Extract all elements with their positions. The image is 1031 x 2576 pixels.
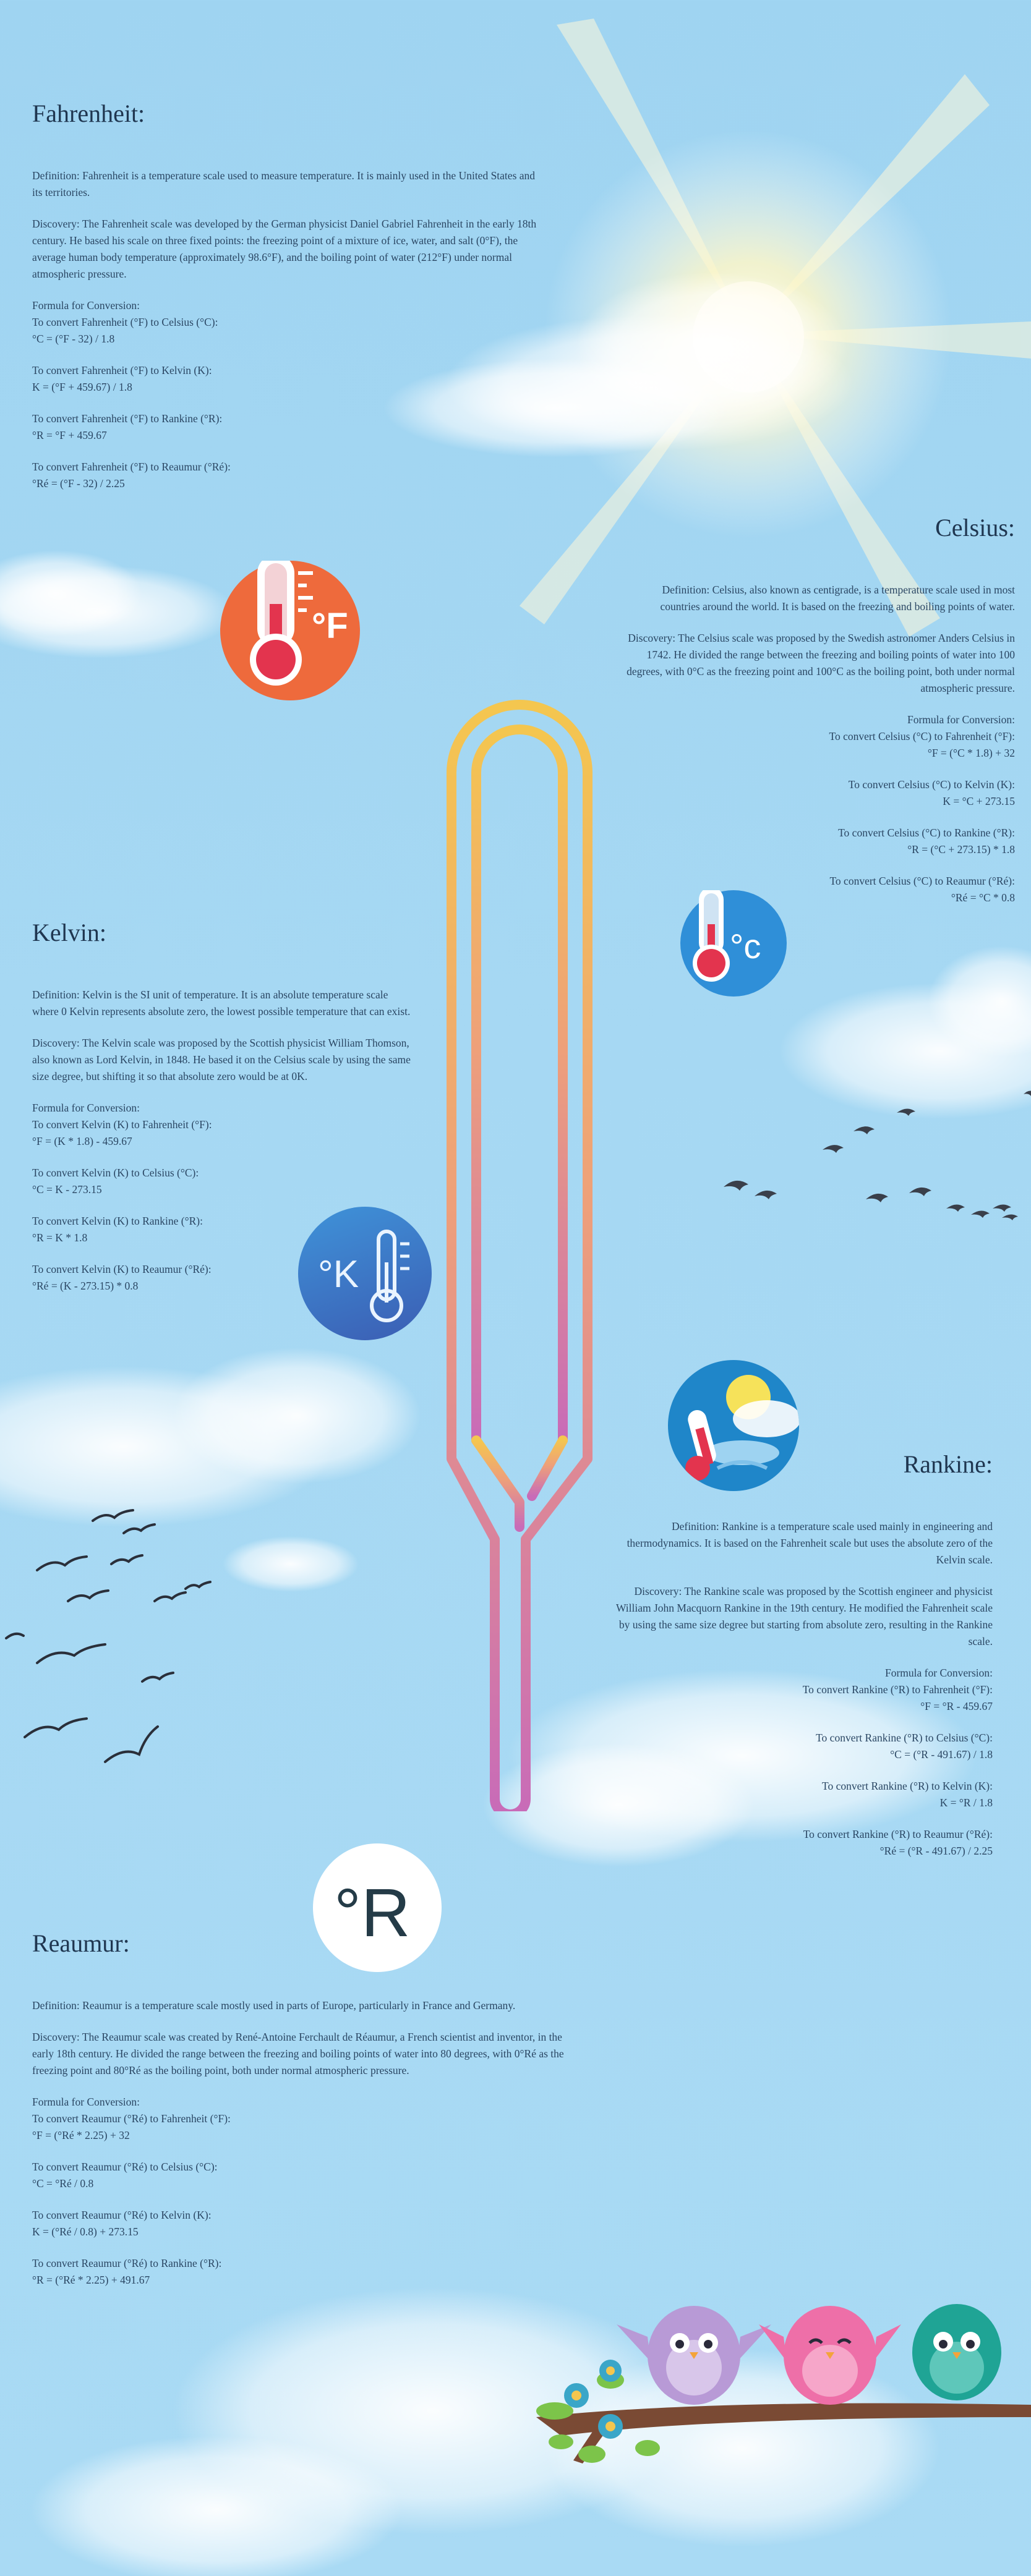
- celsius-icon: °c: [680, 887, 787, 997]
- rankine-section: Rankine: Definition: Rankine is a temper…: [609, 1450, 993, 1874]
- conversion-formula: K = (°Ré / 0.8) + 273.15: [32, 2225, 139, 2238]
- definition-text: Definition: Rankine is a temperature sca…: [627, 1520, 993, 1566]
- conversion-formula: °F = °R - 459.67: [920, 1700, 993, 1712]
- conversion-label: To convert Reaumur (°Ré) to Kelvin (K):: [32, 2209, 212, 2221]
- birds-icon: [5, 1509, 212, 1763]
- conversion-label: To convert Celsius (°C) to Reaumur (°Ré)…: [829, 875, 1015, 887]
- definition-text: Definition: Fahrenheit is a temperature …: [32, 169, 536, 198]
- conversion-label: To convert Reaumur (°Ré) to Rankine (°R)…: [32, 2257, 222, 2269]
- conversion-formula: °C = °Ré / 0.8: [32, 2177, 94, 2190]
- discovery-text: Discovery: The Celsius scale was propose…: [627, 632, 1015, 694]
- fahrenheit-badge-text: °F: [312, 606, 348, 646]
- conversion-formula: °R = °F + 459.67: [32, 429, 107, 441]
- owls-on-branch-icon: [536, 2304, 1031, 2463]
- discovery-text: Discovery: The Fahrenheit scale was deve…: [32, 218, 537, 280]
- discovery-text: Discovery: The Rankine scale was propose…: [615, 1585, 993, 1647]
- conversion-formula: °Ré = (°F - 32) / 2.25: [32, 477, 125, 490]
- thermometer-icon: [447, 700, 593, 1811]
- definition-text: Definition: Reaumur is a temperature sca…: [32, 1999, 516, 2012]
- conversion-label: To convert Rankine (°R) to Reaumur (°Ré)…: [803, 1828, 993, 1840]
- reaumur-badge-text: °R: [334, 1875, 410, 1951]
- conversion-formula: K = (°F + 459.67) / 1.8: [32, 381, 132, 393]
- kelvin-section: Kelvin: Definition: Kelvin is the SI uni…: [32, 918, 416, 1309]
- discovery-text: Discovery: The Kelvin scale was proposed…: [32, 1037, 411, 1082]
- conversion-formula: °C = K - 273.15: [32, 1183, 102, 1196]
- section-title: Kelvin:: [32, 919, 106, 946]
- section-title: Rankine:: [903, 1450, 993, 1478]
- conversion-label: To convert Kelvin (K) to Celsius (°C):: [32, 1167, 199, 1179]
- conversion-label: To convert Celsius (°C) to Rankine (°R):: [838, 827, 1015, 839]
- conversion-formula: °F = (K * 1.8) - 459.67: [32, 1135, 132, 1147]
- conversion-formula: °C = (°R - 491.67) / 1.8: [890, 1748, 993, 1761]
- conversion-formula: °F = (°C * 1.8) + 32: [927, 747, 1015, 759]
- conversion-label: To convert Kelvin (K) to Rankine (°R):: [32, 1215, 203, 1227]
- conversion-label: To convert Celsius (°C) to Fahrenheit (°…: [829, 730, 1016, 742]
- conversion-label: To convert Celsius (°C) to Kelvin (K):: [848, 778, 1015, 791]
- conversion-label: To convert Rankine (°R) to Celsius (°C):: [816, 1732, 993, 1744]
- conversion-formula: °Ré = (°R - 491.67) / 2.25: [879, 1845, 993, 1857]
- celsius-badge-text: °c: [730, 927, 761, 966]
- conversion-label: To convert Fahrenheit (°F) to Kelvin (K)…: [32, 364, 212, 376]
- formula-title: Formula for Conversion:: [32, 2096, 140, 2108]
- conversion-formula: K = °C + 273.15: [943, 795, 1015, 807]
- conversion-label: To convert Kelvin (K) to Fahrenheit (°F)…: [32, 1118, 212, 1131]
- section-title: Fahrenheit:: [32, 100, 145, 127]
- conversion-formula: °R = (°Ré * 2.25) + 491.67: [32, 2274, 150, 2286]
- conversion-label: To convert Fahrenheit (°F) to Rankine (°…: [32, 412, 223, 425]
- reaumur-icon: °R: [313, 1843, 442, 1972]
- reaumur-section: Reaumur: Definition: Reaumur is a temper…: [32, 1929, 564, 2303]
- conversion-formula: °Ré = (K - 273.15) * 0.8: [32, 1280, 139, 1292]
- fahrenheit-icon: °F: [220, 555, 360, 700]
- definition-text: Definition: Kelvin is the SI unit of tem…: [32, 988, 411, 1018]
- formula-title: Formula for Conversion:: [884, 1667, 993, 1679]
- section-title: Celsius:: [935, 514, 1015, 542]
- definition-text: Definition: Celsius, also known as centi…: [660, 584, 1015, 613]
- celsius-section: Celsius: Definition: Celsius, also known…: [622, 513, 1015, 921]
- formula-title: Formula for Conversion:: [32, 1102, 140, 1114]
- conversion-label: To convert Kelvin (K) to Reaumur (°Ré):: [32, 1263, 212, 1275]
- formula-title: Formula for Conversion:: [907, 713, 1015, 726]
- conversion-formula: °R = (°C + 273.15) * 1.8: [907, 843, 1015, 856]
- formula-title: Formula for Conversion:: [32, 299, 140, 312]
- conversion-label: To convert Fahrenheit (°F) to Reaumur (°…: [32, 461, 231, 473]
- conversion-label: To convert Rankine (°R) to Fahrenheit (°…: [802, 1683, 993, 1696]
- conversion-label: To convert Reaumur (°Ré) to Fahrenheit (…: [32, 2112, 231, 2125]
- conversion-formula: K = °R / 1.8: [939, 1796, 993, 1809]
- kelvin-badge-text: °K: [318, 1253, 359, 1296]
- conversion-formula: °C = (°F - 32) / 1.8: [32, 333, 115, 345]
- conversion-formula: °F = (°Ré * 2.25) + 32: [32, 2129, 130, 2141]
- conversion-label: To convert Rankine (°R) to Kelvin (K):: [822, 1780, 993, 1792]
- fahrenheit-section: Fahrenheit: Definition: Fahrenheit is a …: [32, 99, 539, 507]
- discovery-text: Discovery: The Reaumur scale was created…: [32, 2031, 564, 2077]
- rankine-weather-icon: [668, 1360, 799, 1491]
- kelvin-icon: °K: [298, 1207, 432, 1340]
- section-title: Reaumur:: [32, 1929, 130, 1957]
- conversion-formula: °R = K * 1.8: [32, 1231, 88, 1244]
- birds-icon: [724, 1090, 1031, 1220]
- conversion-label: To convert Reaumur (°Ré) to Celsius (°C)…: [32, 2161, 218, 2173]
- conversion-label: To convert Fahrenheit (°F) to Celsius (°…: [32, 316, 218, 328]
- conversion-formula: °Ré = °C * 0.8: [951, 891, 1015, 904]
